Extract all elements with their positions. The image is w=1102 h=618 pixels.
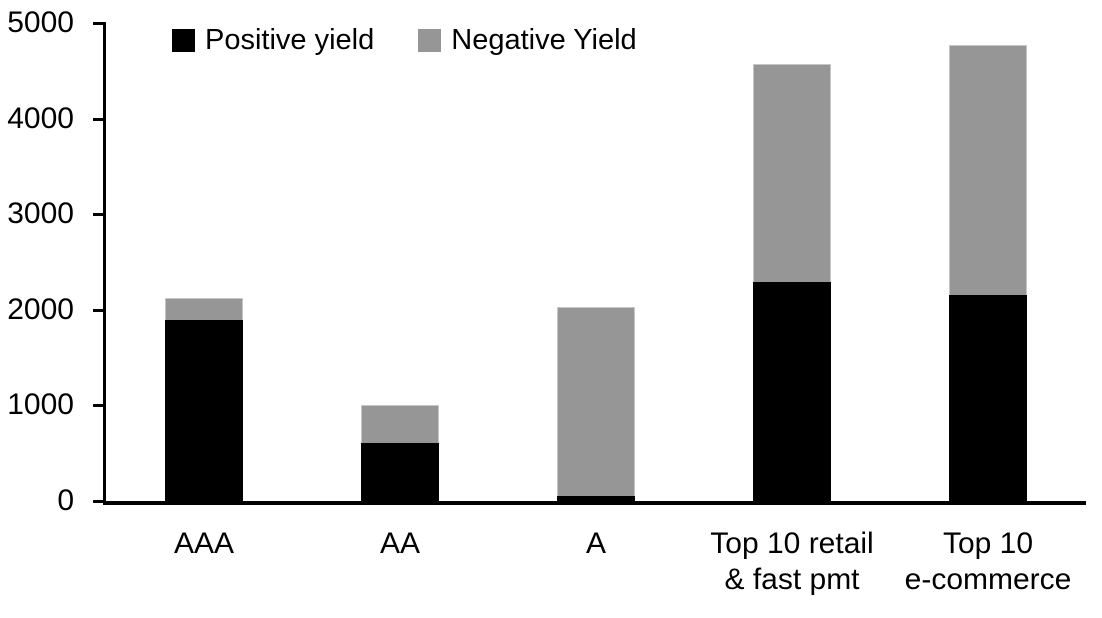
bar-segment-negative — [165, 298, 243, 321]
legend-label-positive-yield: Positive yield — [205, 24, 375, 56]
y-tick — [93, 500, 106, 503]
bar-segment-positive — [753, 282, 831, 501]
bar-segment-negative — [753, 64, 831, 283]
x-axis-line — [103, 501, 1086, 505]
bar-segment-positive — [165, 320, 243, 501]
x-category-label: AAA — [173, 527, 235, 560]
y-tick — [93, 308, 106, 312]
y-tick-label: 4000 — [7, 101, 74, 135]
y-tick — [93, 404, 106, 408]
x-category-label: A — [585, 527, 606, 560]
y-axis-line — [103, 23, 106, 505]
x-category-label: Top 10 retail & fast pmt — [710, 527, 874, 596]
bar-segment-negative — [949, 44, 1027, 296]
bar-segment-negative — [557, 306, 635, 497]
negative-yield-swatch-icon — [418, 29, 442, 52]
y-tick-label: 0 — [57, 484, 74, 517]
y-tick-label: 1000 — [7, 388, 74, 422]
y-tick — [93, 213, 106, 217]
x-category-label: Top 10 e-commerce — [904, 527, 1072, 596]
y-tick-label: 3000 — [7, 197, 74, 231]
y-tick — [93, 22, 106, 25]
legend-entry-negative-yield: Negative Yield — [418, 24, 637, 57]
legend-label-negative-yield: Negative Yield — [451, 24, 637, 56]
y-tick — [93, 117, 106, 121]
bar-segment-positive — [361, 442, 439, 501]
legend: Positive yield Negative Yield — [172, 24, 637, 57]
y-tick-label: 2000 — [7, 292, 74, 326]
positive-yield-swatch-icon — [172, 29, 195, 52]
x-category-label: AA — [379, 527, 421, 560]
legend-entry-positive-yield: Positive yield — [172, 24, 374, 57]
y-tick-label: 5000 — [7, 6, 74, 39]
bar-segment-positive — [949, 295, 1027, 501]
bar-segment-negative — [361, 405, 439, 443]
bar-segment-positive — [557, 496, 635, 501]
